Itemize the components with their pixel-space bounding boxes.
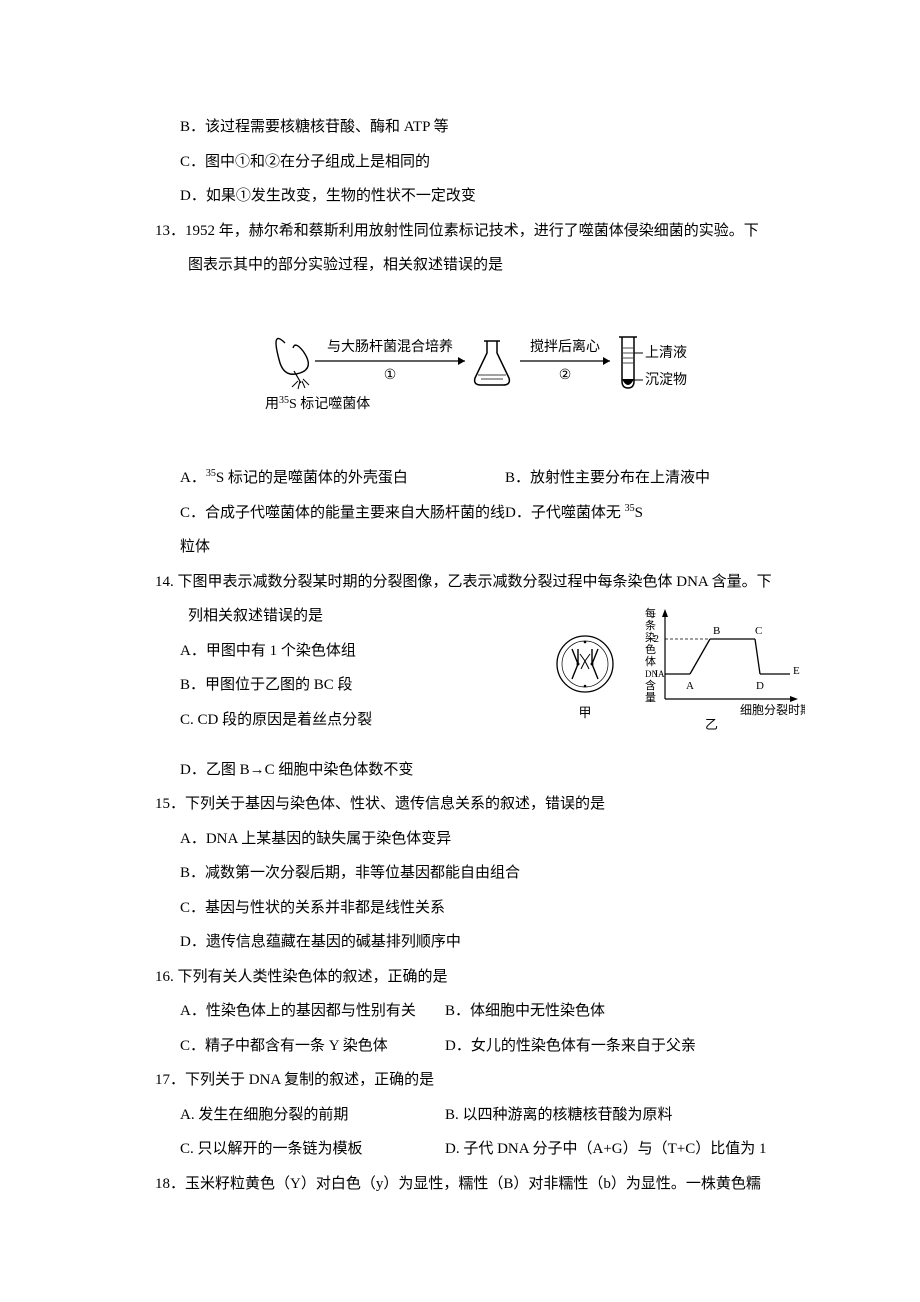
- q13-optA-sup: 35: [206, 468, 216, 479]
- q13-stem-line1: 13．1952 年，赫尔希和蔡斯利用放射性同位素标记技术，进行了噬菌体侵染细菌的…: [155, 214, 805, 249]
- q13-optA-suffix: S 标记的是噬菌体的外壳蛋白: [216, 470, 408, 486]
- q16-option-c: C．精子中都含有一条 Y 染色体: [155, 1029, 445, 1064]
- q12-option-b: B．该过程需要核糖核苷酸、酶和 ATP 等: [155, 110, 805, 145]
- q13-fig-left-prefix: 用: [265, 397, 279, 412]
- q13-figure: 与大肠杆菌混合培养 ① 搅拌后离心 ② 上清液: [155, 283, 805, 462]
- q16-stem: 16. 下列有关人类性染色体的叙述，正确的是: [155, 960, 805, 995]
- q14-option-a: A．甲图中有 1 个染色体组: [155, 634, 545, 669]
- q14-option-c: C. CD 段的原因是着丝点分裂: [155, 703, 545, 738]
- q13-option-c: C．合成子代噬菌体的能量主要来自大肠杆菌的线粒体: [155, 496, 505, 565]
- q13-fig-arrow2-top: 搅拌后离心: [530, 338, 600, 355]
- q17-option-a: A. 发生在细胞分裂的前期: [155, 1098, 445, 1133]
- q14-xlabel: 细胞分裂时期: [740, 703, 805, 717]
- q14-stem-line2: 列相关叙述错误的是: [155, 599, 545, 634]
- q14-y1: 1: [654, 668, 660, 680]
- q14-cell-label: 甲: [578, 705, 591, 720]
- q15-option-d: D．遗传信息蕴藏在基因的碱基排列顺序中: [155, 925, 805, 960]
- q12-option-d: D．如果①发生改变，生物的性状不一定改变: [155, 179, 805, 214]
- q14-stem-line1: 14. 下图甲表示减数分裂某时期的分裂图像，乙表示减数分裂过程中每条染色体 DN…: [155, 565, 805, 600]
- q13-option-d: D．子代噬菌体无 35S: [505, 496, 643, 565]
- q14-y2: 2: [654, 633, 660, 645]
- q14-ptA: A: [686, 680, 694, 692]
- q16-option-d: D．女儿的性染色体有一条来自于父亲: [445, 1029, 696, 1064]
- q17-option-b: B. 以四种游离的核糖核苷酸为原料: [445, 1098, 673, 1133]
- q14-graph-label: 乙: [705, 717, 718, 732]
- q14-figure-svg: 甲 每 条 染 色 体 DNA 含 量 2 1: [545, 599, 805, 739]
- q15-option-a: A．DNA 上某基因的缺失属于染色体变异: [155, 822, 805, 857]
- q13-optD-prefix: D．子代噬菌体无: [505, 505, 625, 521]
- q13-fig-arrow2-bottom: ②: [559, 368, 572, 383]
- q14-option-b: B．甲图位于乙图的 BC 段: [155, 668, 545, 703]
- q15-stem: 15．下列关于基因与染色体、性状、遗传信息关系的叙述，错误的是: [155, 787, 805, 822]
- q15-option-b: B．减数第一次分裂后期，非等位基因都能自由组合: [155, 856, 805, 891]
- q14-ptE: E: [793, 665, 800, 677]
- q13-fig-arrow1-top: 与大肠杆菌混合培养: [327, 339, 453, 355]
- q13-fig-tube-top: 上清液: [645, 345, 687, 361]
- q13-optD-sup: 35: [625, 503, 635, 514]
- q18-stem: 18．玉米籽粒黄色（Y）对白色（y）为显性，糯性（B）对非糯性（b）为显性。一株…: [155, 1167, 805, 1202]
- q13-option-a: A．35S 标记的是噬菌体的外壳蛋白: [155, 461, 505, 496]
- q17-option-d: D. 子代 DNA 分子中（A+G）与（T+C）比值为 1: [445, 1132, 767, 1167]
- q14-option-d: D．乙图 B→C 细胞中染色体数不变: [155, 753, 805, 788]
- q13-stem-line2: 图表示其中的部分实验过程，相关叙述错误的是: [155, 248, 805, 283]
- svg-text:用35S 标记噬菌体: 用35S 标记噬菌体: [265, 395, 370, 412]
- q14-ptC: C: [755, 625, 762, 637]
- q13-fig-arrow1-bottom: ①: [384, 368, 397, 383]
- q13-optA-prefix: A．: [180, 470, 206, 486]
- q13-fig-left-suffix: S 标记噬菌体: [289, 396, 370, 412]
- q14-ylabel: 每 条 染 色 体 DNA 含 量: [645, 606, 667, 704]
- q16-option-b: B．体细胞中无性染色体: [445, 994, 605, 1029]
- q15-option-c: C．基因与性状的关系并非都是线性关系: [155, 891, 805, 926]
- q13-option-b: B．放射性主要分布在上清液中: [505, 461, 710, 496]
- q13-fig-tube-bottom: 沉淀物: [645, 372, 687, 388]
- q13-fig-left-sup: 35: [279, 395, 289, 406]
- q13-figure-svg: 与大肠杆菌混合培养 ① 搅拌后离心 ② 上清液: [265, 323, 695, 418]
- q17-stem: 17．下列关于 DNA 复制的叙述，正确的是: [155, 1063, 805, 1098]
- q13-optD-suffix: S: [635, 505, 643, 521]
- q16-option-a: A．性染色体上的基因都与性别有关: [155, 994, 445, 1029]
- q17-option-c: C. 只以解开的一条链为模板: [155, 1132, 445, 1167]
- q14-ptB: B: [713, 625, 720, 637]
- q14-ptD: D: [756, 680, 764, 692]
- q12-option-c: C．图中①和②在分子组成上是相同的: [155, 145, 805, 180]
